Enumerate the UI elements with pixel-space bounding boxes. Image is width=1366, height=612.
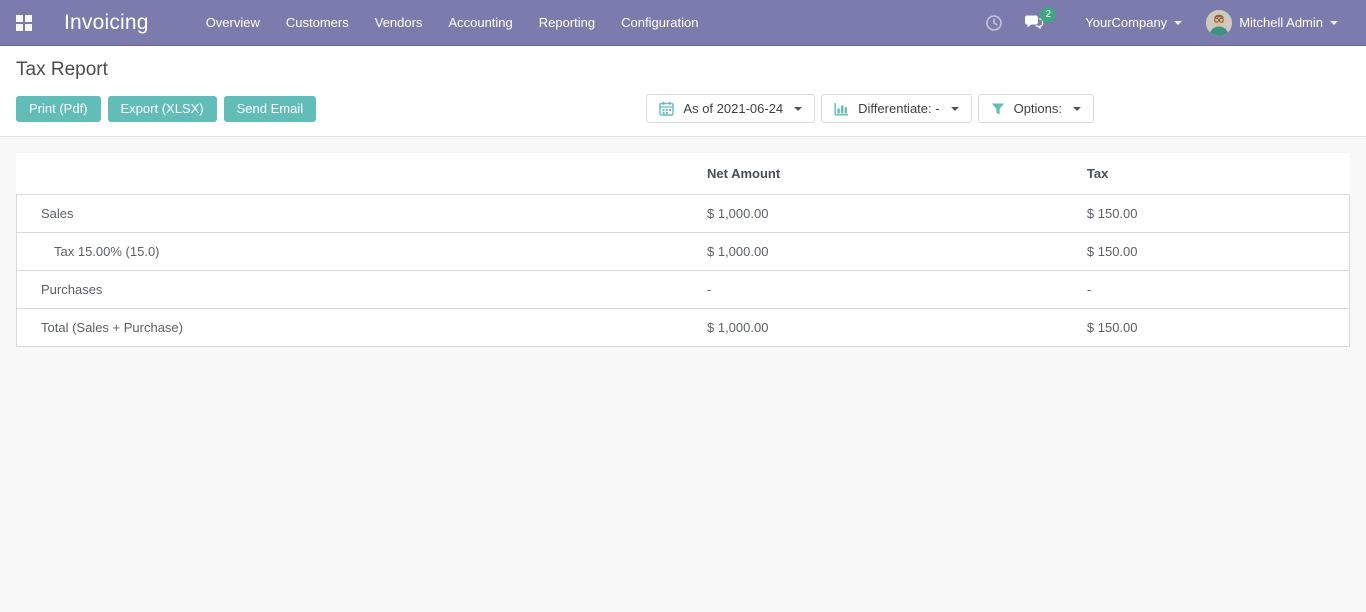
date-filter-label: As of 2021-06-24 (683, 101, 784, 116)
chevron-down-icon (1330, 20, 1338, 25)
main-menu: Overview Customers Vendors Accounting Re… (193, 0, 712, 45)
row-label: Sales (16, 193, 691, 232)
table-row-purchases[interactable]: Purchases - - (16, 269, 1350, 308)
row-net-amount: - (691, 269, 1071, 308)
menu-configuration[interactable]: Configuration (621, 15, 699, 30)
chevron-down-icon (1073, 106, 1081, 111)
company-name: YourCompany (1085, 15, 1168, 30)
activity-clock-icon (986, 14, 1003, 31)
differentiate-filter-button[interactable]: Differentiate: - (821, 94, 972, 123)
report-filters: As of 2021-06-24 Differentiate: - (646, 94, 1094, 123)
export-xlsx-button[interactable]: Export (XLSX) (107, 95, 217, 122)
menu-vendors[interactable]: Vendors (374, 15, 423, 30)
table-row-sales[interactable]: Sales $ 1,000.00 $ 150.00 (16, 193, 1350, 232)
report-action-buttons: Print (Pdf) Export (XLSX) Send Email (16, 95, 317, 122)
tax-report-table: Net Amount Tax Sales $ 1,000.00 $ 150.00… (16, 153, 1350, 347)
bar-chart-icon (834, 102, 849, 116)
row-net-amount: $ 1,000.00 (691, 231, 1071, 270)
table-row-total[interactable]: Total (Sales + Purchase) $ 1,000.00 $ 15… (16, 307, 1350, 347)
menu-accounting[interactable]: Accounting (448, 15, 513, 30)
row-net-amount: $ 1,000.00 (691, 193, 1071, 232)
row-net-amount: $ 1,000.00 (691, 307, 1071, 347)
filter-funnel-icon (991, 103, 1004, 114)
date-filter-button[interactable]: As of 2021-06-24 (646, 94, 816, 123)
row-label: Purchases (16, 269, 691, 308)
row-tax: $ 150.00 (1070, 231, 1350, 270)
avatar (1206, 9, 1233, 36)
user-name: Mitchell Admin (1239, 15, 1323, 30)
apps-grid-icon (16, 14, 32, 31)
menu-customers[interactable]: Customers (285, 15, 349, 30)
table-row-tax-15[interactable]: Tax 15.00% (15.0) $ 1,000.00 $ 150.00 (16, 231, 1350, 270)
column-name (17, 153, 692, 194)
column-net-amount: Net Amount (707, 165, 781, 181)
print-pdf-button[interactable]: Print (Pdf) (16, 95, 101, 122)
table-header-row: Net Amount Tax (17, 153, 1350, 194)
row-tax: $ 150.00 (1070, 307, 1350, 347)
row-tax: $ 150.00 (1070, 193, 1350, 232)
chevron-down-icon (1174, 20, 1183, 25)
report-content: Net Amount Tax Sales $ 1,000.00 $ 150.00… (0, 137, 1366, 347)
activity-button[interactable] (975, 0, 1013, 45)
page-title: Tax Report (16, 59, 108, 80)
column-tax: Tax (1086, 165, 1109, 181)
systray: 2 YourCompany Mitchell Admin (975, 0, 1350, 45)
row-label: Total (Sales + Purchase) (16, 307, 691, 347)
menu-reporting[interactable]: Reporting (538, 15, 596, 30)
send-email-button[interactable]: Send Email (223, 95, 317, 122)
row-tax: - (1070, 269, 1350, 308)
top-navbar: Invoicing Overview Customers Vendors Acc… (0, 0, 1366, 46)
options-filter-label: Options: (1013, 101, 1062, 116)
differentiate-filter-label: Differentiate: - (858, 101, 940, 116)
chevron-down-icon (794, 106, 803, 111)
apps-menu-button[interactable] (8, 7, 40, 39)
company-switcher[interactable]: YourCompany (1073, 0, 1194, 45)
control-panel: Tax Report Print (Pdf) Export (XLSX) Sen… (0, 46, 1366, 137)
message-count-badge: 2 (1040, 7, 1057, 23)
messages-button[interactable]: 2 (1013, 0, 1057, 45)
options-filter-button[interactable]: Options: (977, 94, 1094, 123)
row-label: Tax 15.00% (15.0) (16, 231, 691, 270)
calendar-icon (659, 101, 675, 116)
user-menu[interactable]: Mitchell Admin (1194, 0, 1350, 45)
menu-overview[interactable]: Overview (205, 15, 260, 30)
app-name[interactable]: Invoicing (64, 10, 149, 34)
chevron-down-icon (950, 106, 959, 111)
